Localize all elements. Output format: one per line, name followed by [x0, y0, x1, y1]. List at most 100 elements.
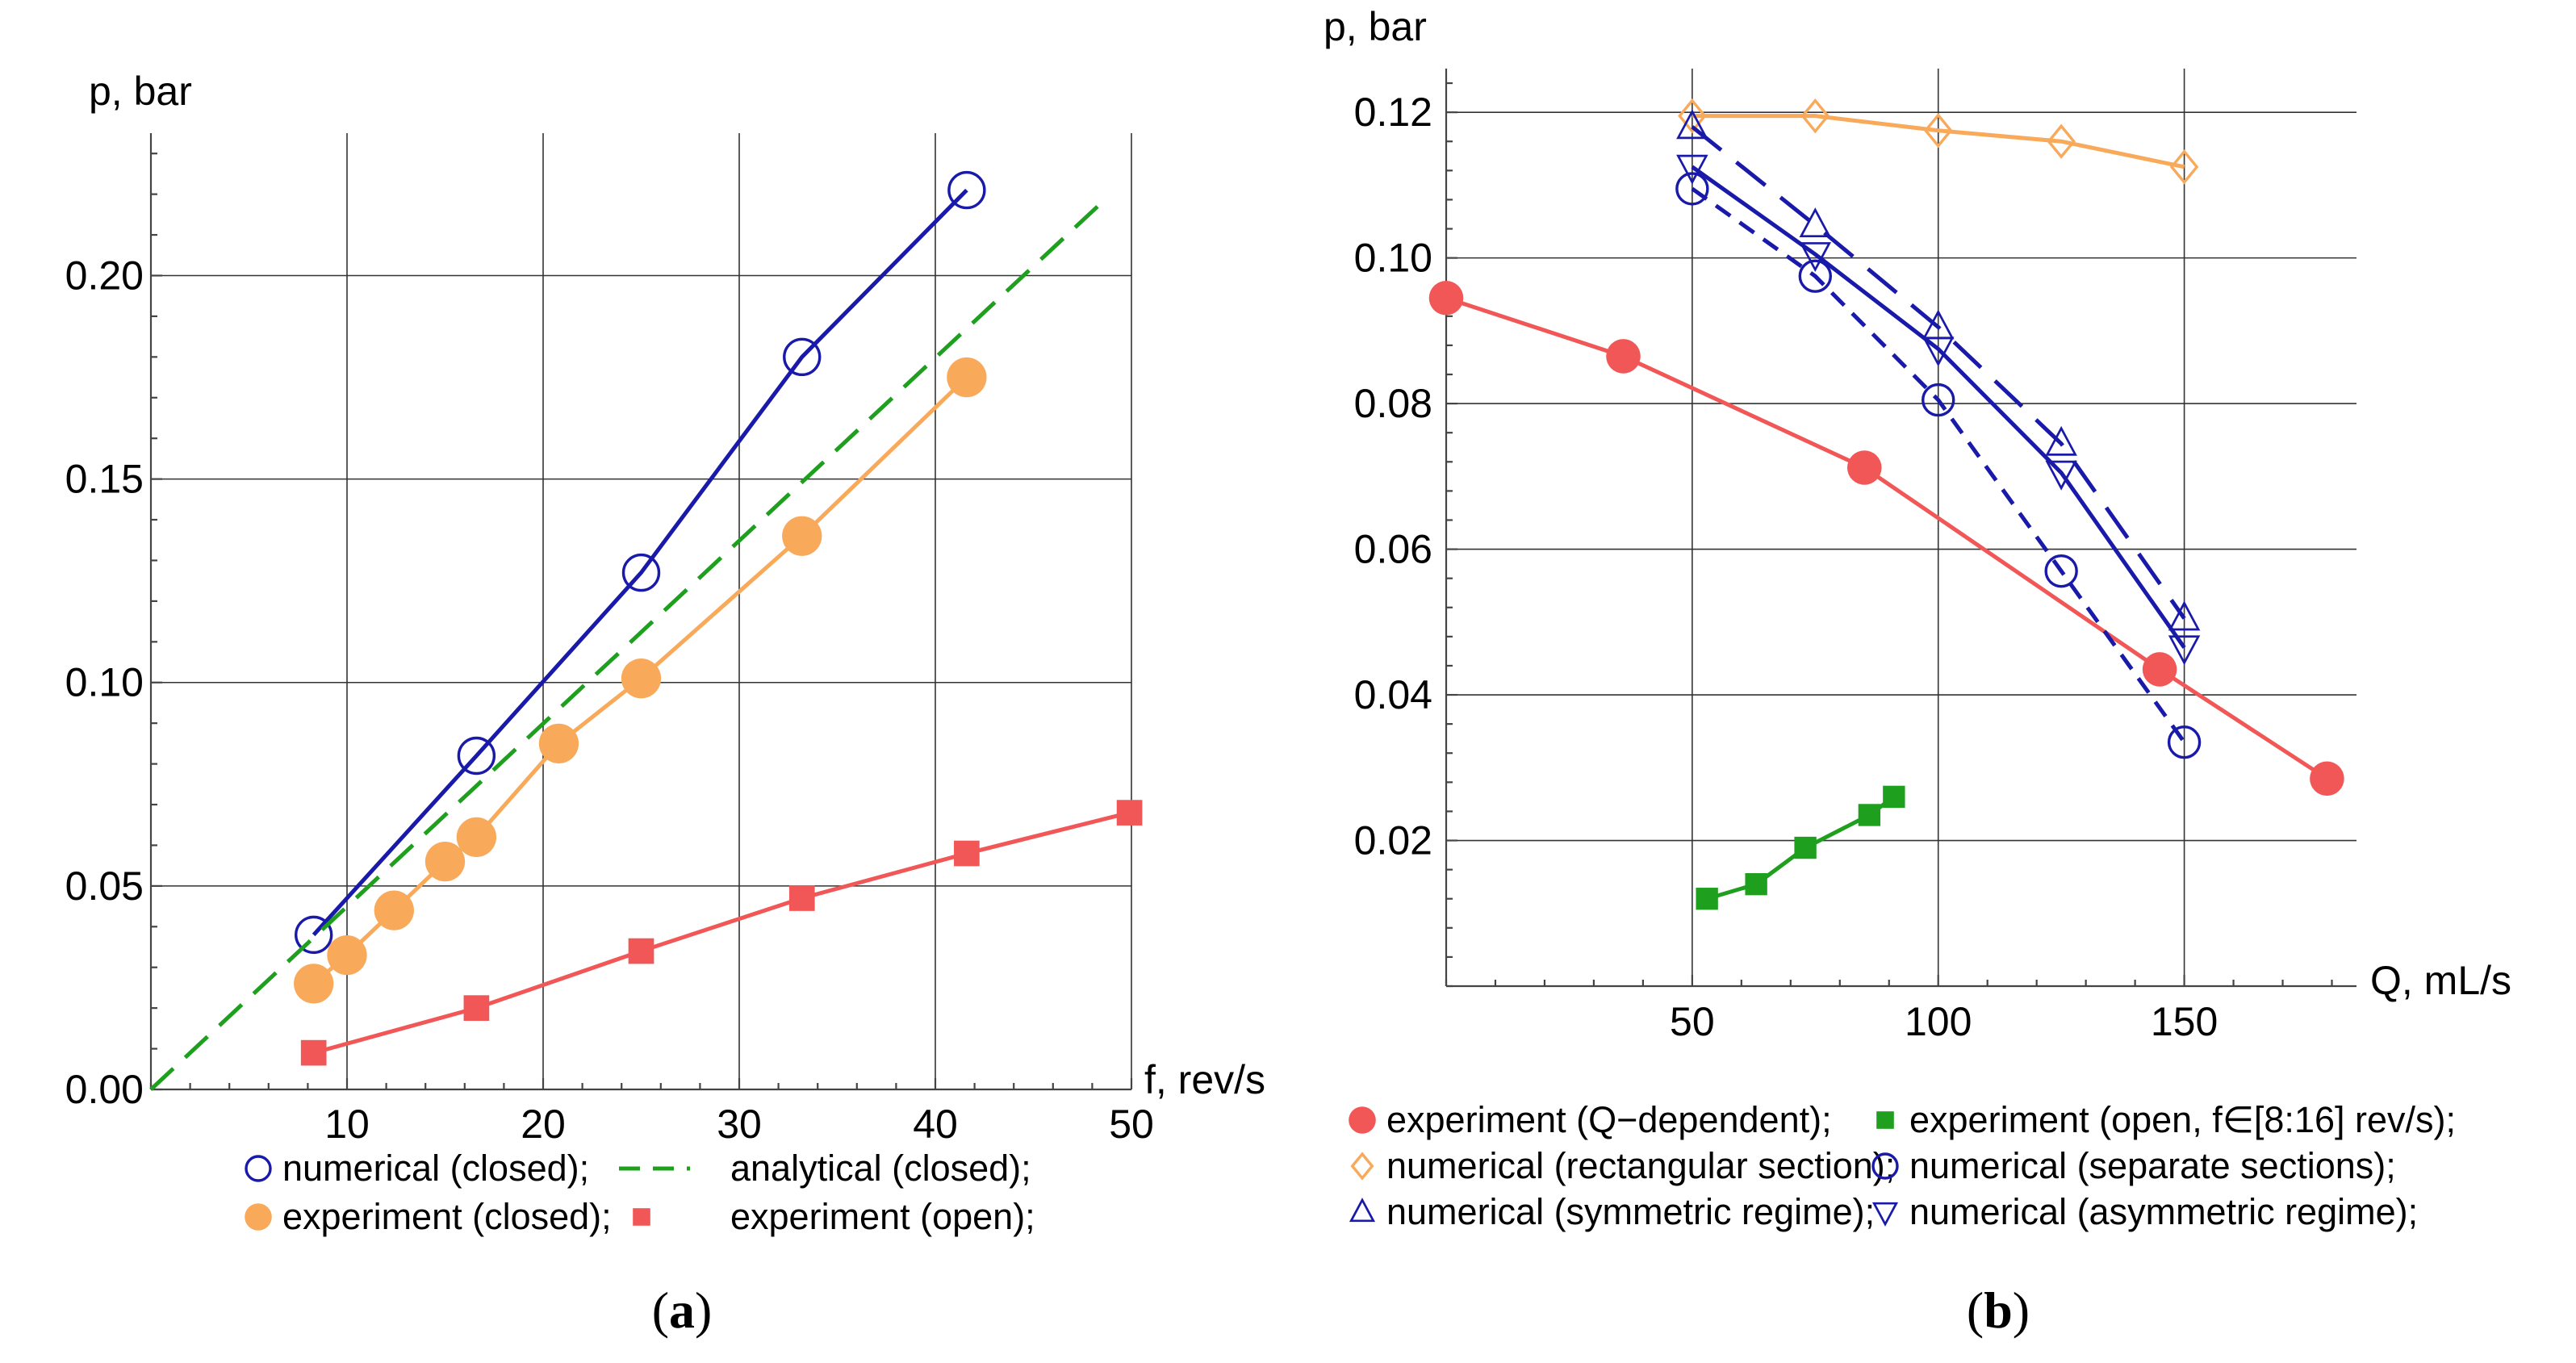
series-experiment-open-f-8-16-rev-s: [1696, 785, 1905, 910]
data-point: [2045, 425, 2077, 456]
legend: experiment (Q−dependent); experiment (ope…: [1349, 1099, 2456, 1232]
data-point: [1798, 259, 1832, 293]
axis-ticks: [149, 153, 1133, 1091]
data-point: [300, 1039, 327, 1066]
panel-label-open: (: [1967, 1281, 1984, 1339]
x-tick-label: 40: [913, 1102, 958, 1147]
panel-label: (b): [1967, 1281, 2030, 1339]
y-tick-label: 0.06: [1354, 527, 1432, 572]
series-numerical-rectangular-section: [1678, 98, 2199, 185]
x-tick-label: 30: [717, 1102, 762, 1147]
x-tick-label: 100: [1905, 999, 1972, 1044]
series-experiment-open: [300, 800, 1143, 1066]
legend-marker: [633, 1208, 650, 1226]
panel-label-letter: a: [669, 1281, 695, 1339]
data-point: [621, 553, 661, 592]
data-point: [457, 736, 496, 776]
data-point: [538, 723, 579, 764]
legend-label: numerical (rectangular section);: [1386, 1145, 1895, 1186]
data-point: [1678, 98, 1707, 134]
panel-label-open: (: [652, 1281, 669, 1339]
data-point: [2310, 761, 2344, 796]
series-line: [1691, 165, 2186, 649]
data-point: [1676, 109, 1708, 140]
series-line: [1691, 125, 2186, 620]
legend-label: numerical (symmetric regime);: [1386, 1191, 1875, 1232]
data-point: [294, 964, 334, 1004]
panel-label: (a): [652, 1281, 713, 1339]
data-point: [1675, 172, 1709, 206]
data-point: [294, 915, 333, 955]
y-tick-label: 0.00: [65, 1067, 144, 1112]
data-point: [1883, 785, 1905, 809]
legend-marker: [1349, 1198, 1376, 1223]
legend-marker: [245, 1203, 272, 1231]
y-tick-label: 0.15: [65, 457, 144, 502]
series-analytical-closed: [149, 200, 1104, 1091]
x-tick-label: 50: [1670, 999, 1715, 1044]
series-experiment-q-dependent: [1428, 280, 2344, 796]
legend-marker: [245, 1155, 272, 1182]
x-tick-label: 50: [1109, 1102, 1154, 1147]
data-point: [463, 995, 490, 1021]
x-axis-label: Q, mL/s: [2370, 958, 2511, 1003]
legend-label: experiment (closed);: [282, 1196, 612, 1237]
data-point: [621, 659, 662, 699]
panel-a: 10 20 30 40 50 0.00 0.05 0.10 0.15 0.20 p, bar f, r…: [65, 69, 1265, 1339]
data-point: [2047, 123, 2076, 159]
data-point: [628, 938, 654, 964]
data-point: [947, 357, 987, 398]
data-point: [1846, 450, 1882, 485]
data-point: [1428, 280, 1464, 316]
series-line: [1691, 186, 2186, 744]
panel-label-letter: b: [1984, 1281, 2013, 1339]
legend-marker: [1871, 1202, 1899, 1227]
x-tick-label: 10: [324, 1102, 370, 1147]
series-line: [1445, 295, 2328, 780]
data-point: [1799, 207, 1832, 238]
data-point: [424, 841, 466, 882]
legend-label: experiment (Q−dependent);: [1386, 1099, 1832, 1140]
legend-marker: [1871, 1152, 1899, 1180]
y-tick-label: 0.08: [1354, 381, 1432, 426]
data-point: [1922, 337, 1955, 367]
series-numerical-asymmetric-regime: [1676, 154, 2201, 666]
data-point: [782, 516, 822, 556]
legend-label: experiment (open);: [730, 1196, 1035, 1237]
data-point: [1745, 872, 1767, 896]
data-point: [1794, 836, 1817, 859]
data-point: [2169, 149, 2199, 185]
series-line: [1692, 114, 2185, 169]
legend-label: experiment (open, f∈[8:16] rev/s);: [1909, 1099, 2456, 1140]
y-axis-label: p, bar: [1324, 4, 1427, 49]
data-point: [327, 934, 367, 976]
legend-label: numerical (asymmetric regime);: [1909, 1191, 2418, 1232]
series-numerical-symmetric-regime: [1676, 109, 2201, 631]
gridlines: [1446, 69, 2356, 986]
x-tick-label: 20: [521, 1102, 566, 1147]
data-point: [2167, 725, 2202, 759]
y-tick-label: 0.02: [1354, 818, 1432, 863]
data-point: [947, 170, 986, 210]
y-tick-label: 0.10: [65, 660, 144, 705]
data-point: [456, 817, 497, 858]
panel-label-close: ): [695, 1281, 712, 1339]
legend-marker: [1349, 1106, 1376, 1134]
data-point: [954, 840, 980, 867]
data-point: [2168, 635, 2201, 666]
legend-label: analytical (closed);: [730, 1148, 1031, 1189]
legend-label: numerical (closed);: [282, 1148, 589, 1189]
y-tick-label: 0.04: [1354, 672, 1432, 717]
y-axis-label: p, bar: [89, 69, 192, 114]
data-point: [1799, 242, 1832, 272]
data-point: [1696, 888, 1718, 910]
series-numerical-closed: [294, 170, 986, 955]
panel-label-close: ): [2013, 1281, 2030, 1339]
data-point: [2045, 460, 2077, 491]
series-experiment-closed: [294, 357, 987, 1004]
data-point: [1676, 154, 1708, 185]
axis-ticks: [1445, 82, 2333, 988]
data-point: [2168, 600, 2201, 631]
data-point: [374, 890, 414, 930]
